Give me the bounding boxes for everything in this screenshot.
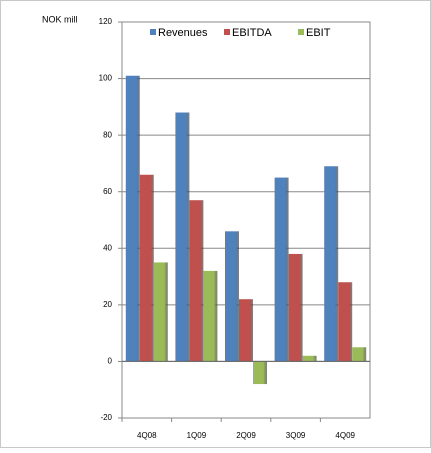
legend-swatch <box>224 29 230 35</box>
y-tick-label: 0 <box>108 357 113 366</box>
y-tick-label: 120 <box>99 17 113 26</box>
legend-swatch <box>298 29 304 35</box>
bar <box>125 75 140 362</box>
bar <box>153 262 168 362</box>
legend-label: EBIT <box>306 27 331 39</box>
bar <box>239 299 253 362</box>
bar <box>175 112 190 362</box>
bar <box>352 347 367 362</box>
legend-swatch <box>150 29 156 35</box>
bar <box>253 361 267 385</box>
bar <box>338 282 353 362</box>
y-axis-label: NOK mill <box>42 14 78 24</box>
x-tick-label: 4Q09 <box>335 431 355 440</box>
y-tick-label: 80 <box>103 130 112 139</box>
legend-label: EBITDA <box>232 27 272 39</box>
bar <box>189 200 204 362</box>
y-tick-label: 40 <box>103 243 112 252</box>
y-tick-label: 20 <box>103 300 112 309</box>
bar <box>203 270 218 362</box>
y-tick-label: 100 <box>99 74 113 83</box>
x-tick-label: 4Q08 <box>137 431 157 440</box>
bar <box>274 177 289 362</box>
x-tick-label: 3Q09 <box>286 431 306 440</box>
bar <box>139 174 154 362</box>
legend-label: Revenues <box>158 27 208 39</box>
y-tick-label: 60 <box>103 187 112 196</box>
y-tick-label: -20 <box>100 413 112 422</box>
bar <box>288 253 303 362</box>
bar <box>302 355 317 362</box>
bar <box>225 231 239 362</box>
x-tick-label: 1Q09 <box>187 431 207 440</box>
x-tick-label: 2Q09 <box>236 431 256 440</box>
bar <box>324 166 339 362</box>
